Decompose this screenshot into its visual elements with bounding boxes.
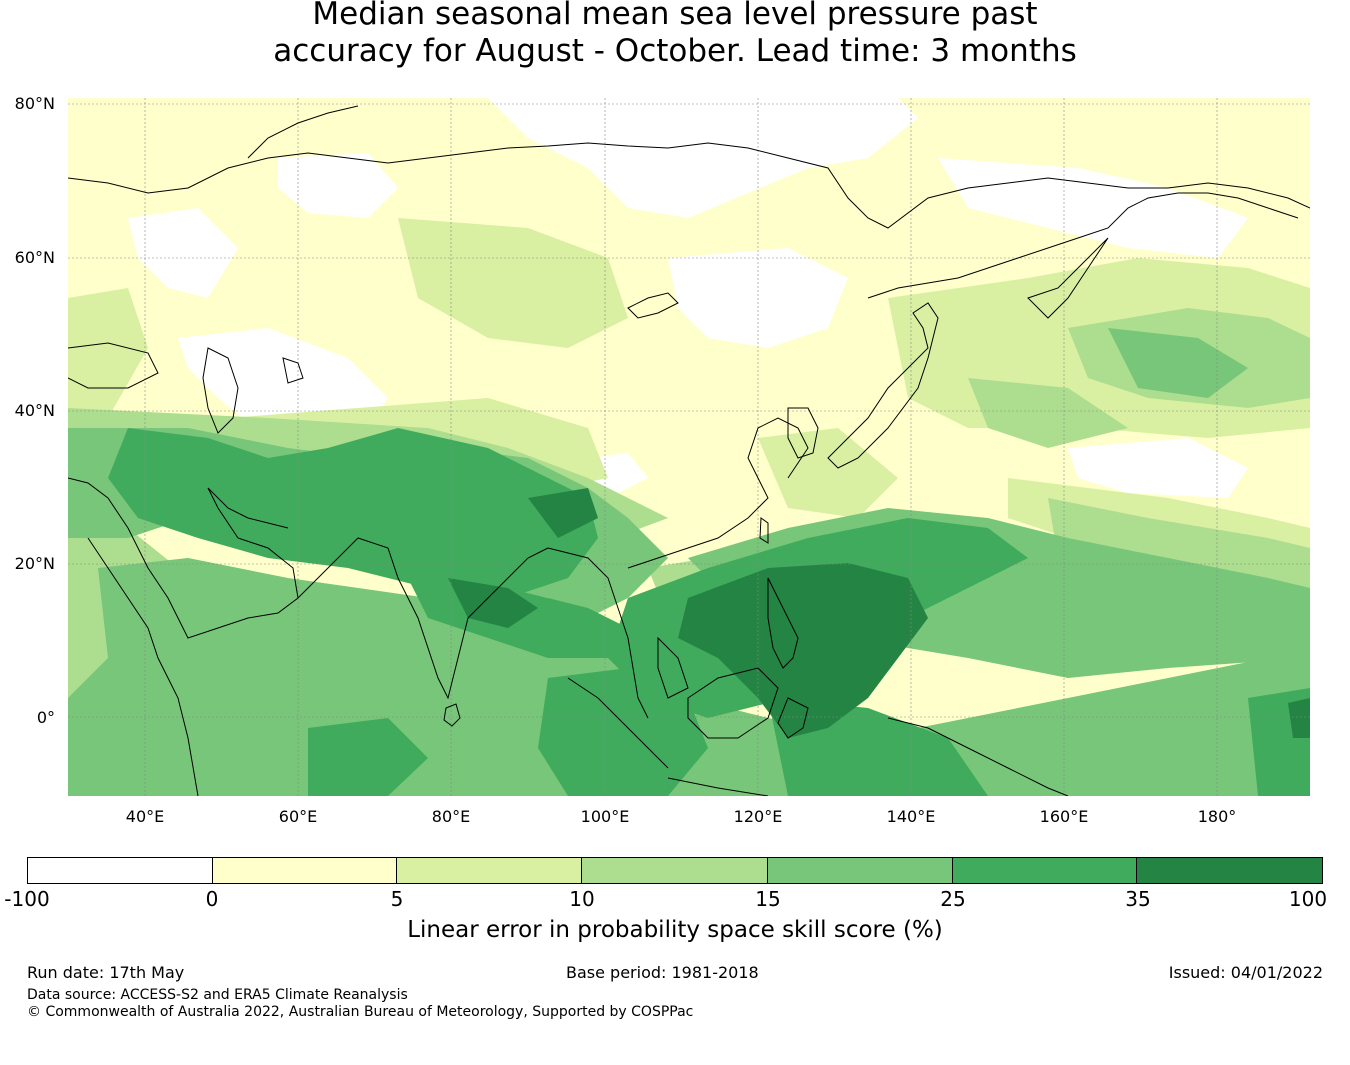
colorbar-tick: -100 [4, 887, 50, 911]
lat-label-0: 0° [36, 708, 55, 727]
colorbar-tick: 15 [755, 887, 781, 911]
colorbar-tick: 5 [390, 887, 404, 911]
colorbar-segment-35-100 [1137, 858, 1323, 883]
colorbar-tick: 0 [205, 887, 219, 911]
lon-label-40e: 40°E [125, 807, 165, 826]
map-gridlines [68, 98, 1310, 796]
lat-label-80n: 80°N [14, 94, 55, 113]
title-line-1: Median seasonal mean sea level pressure … [312, 0, 1038, 32]
copyright: © Commonwealth of Australia 2022, Austra… [27, 1004, 694, 1020]
lat-label-60n: 60°N [14, 248, 55, 267]
lon-label-140e: 140°E [886, 807, 936, 826]
map-svg [68, 98, 1310, 796]
lon-label-120e: 120°E [733, 807, 783, 826]
lon-label-180: 180° [1197, 807, 1237, 826]
negative-skill-regions [128, 98, 1248, 498]
issued-date: Issued: 04/01/2022 [1168, 963, 1323, 982]
colorbar-tick: 10 [569, 887, 595, 911]
colorbar-segment-neg100-0 [28, 858, 213, 883]
lat-label-20n: 20°N [14, 554, 55, 573]
lon-label-60e: 60°E [278, 807, 318, 826]
colorbar-segment-0-5 [212, 858, 398, 883]
lon-label-100e: 100°E [580, 807, 630, 826]
lon-label-80e: 80°E [431, 807, 471, 826]
coastlines [68, 105, 1310, 796]
colorbar [27, 857, 1323, 884]
title-line-2: accuracy for August - October. Lead time… [273, 33, 1077, 69]
lat-label-40n: 40°N [14, 401, 55, 420]
base-period: Base period: 1981-2018 [566, 963, 759, 982]
colorbar-segment-15-25 [767, 858, 953, 883]
colorbar-segment-5-10 [397, 858, 583, 883]
colorbar-tick: 25 [940, 887, 966, 911]
chart-title: Median seasonal mean sea level pressure … [0, 0, 1350, 70]
run-date: Run date: 17th May [27, 963, 185, 982]
skill-35-100-regions [448, 488, 1310, 738]
colorbar-label: Linear error in probability space skill … [407, 917, 943, 943]
colorbar-tick: 35 [1125, 887, 1151, 911]
skill-score-map [68, 98, 1310, 796]
colorbar-segment-25-35 [952, 858, 1138, 883]
colorbar-tick: 100 [1288, 887, 1328, 911]
lon-label-160e: 160°E [1039, 807, 1089, 826]
colorbar-segment-10-15 [582, 858, 768, 883]
data-source: Data source: ACCESS-S2 and ERA5 Climate … [27, 987, 408, 1003]
